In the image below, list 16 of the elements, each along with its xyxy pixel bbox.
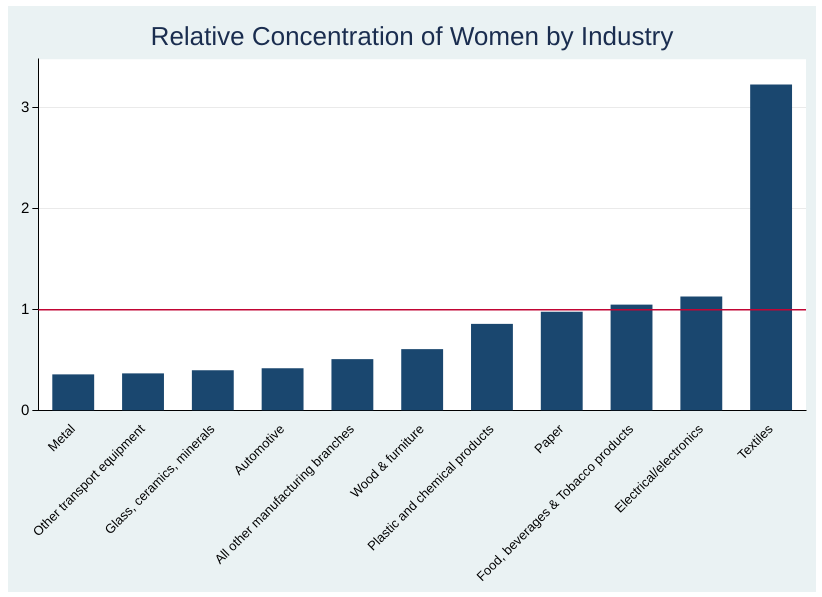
bar xyxy=(610,304,652,410)
bar xyxy=(680,296,722,410)
bar xyxy=(262,368,304,410)
bar xyxy=(52,374,94,410)
bar xyxy=(471,324,513,410)
y-tick-label: 2 xyxy=(21,200,30,217)
chart-title: Relative Concentration of Women by Industry xyxy=(150,20,674,51)
y-tick-label: 0 xyxy=(21,402,30,419)
bar xyxy=(331,359,374,410)
bar xyxy=(401,349,444,410)
bar xyxy=(192,370,234,410)
y-tick-label: 1 xyxy=(21,300,30,318)
y-tick-label: 3 xyxy=(21,98,30,116)
bar xyxy=(750,84,792,410)
bar xyxy=(122,373,164,410)
bar xyxy=(540,312,583,410)
